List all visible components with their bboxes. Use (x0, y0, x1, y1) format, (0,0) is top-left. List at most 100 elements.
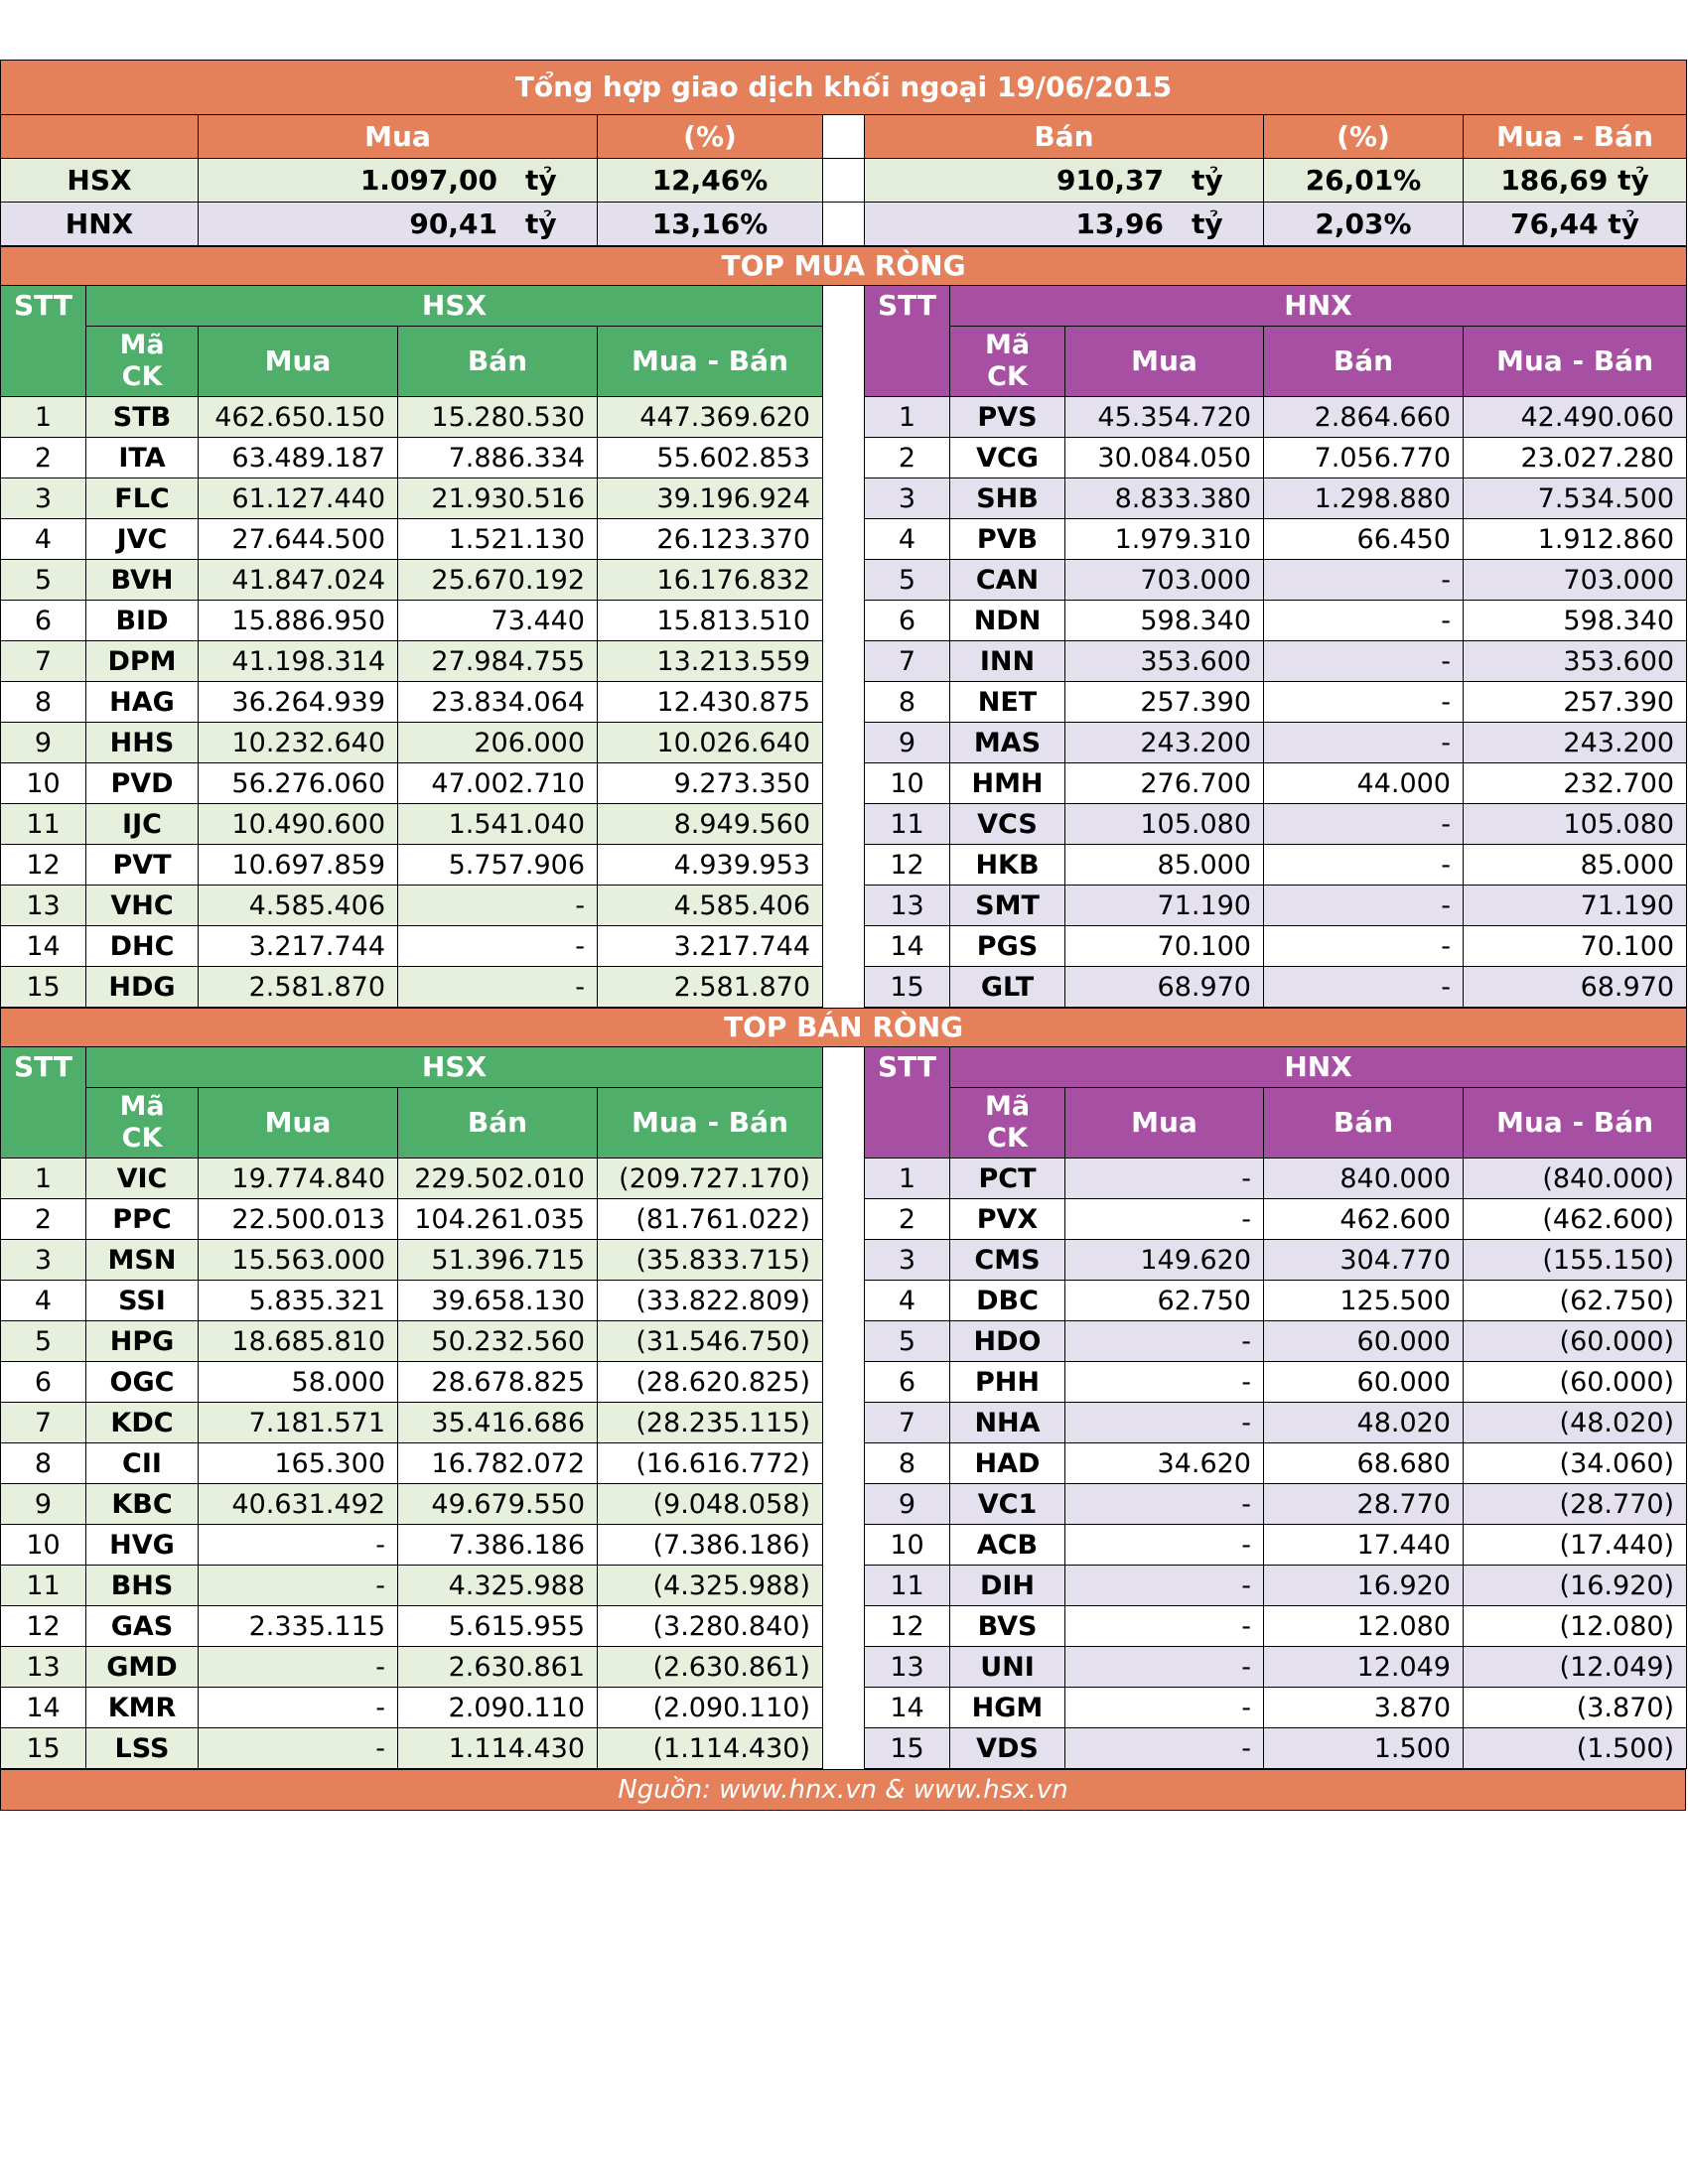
hnx-row-buy: 703.000 (1064, 559, 1264, 601)
column-gap (822, 1565, 865, 1606)
summary-gap (822, 202, 865, 246)
hnx-row-stt: 9 (864, 722, 950, 763)
hsx-row-buy: 15.886.950 (198, 600, 398, 641)
hsx-row-buy: 18.685.810 (198, 1320, 398, 1362)
hnx-row-sell: 44.000 (1263, 762, 1464, 804)
hsx-row-stt: 11 (0, 803, 86, 845)
table-row: 12 GAS 2.335.115 5.615.955 (3.280.840) 12 BVS -… (0, 1605, 1688, 1647)
hnx-row-ticker: SHB (949, 478, 1065, 519)
hsx-row-net: (1.114.430) (597, 1727, 823, 1769)
hsx-row-buy: - (198, 1687, 398, 1728)
hsx-row-sell: 28.678.825 (397, 1361, 598, 1403)
hnx-row-sell: 3.870 (1263, 1687, 1464, 1728)
hnx-row-sell: 60.000 (1263, 1361, 1464, 1403)
hnx-row-sell: - (1263, 559, 1464, 601)
hsx-row-stt: 3 (0, 1239, 86, 1281)
column-gap (822, 1361, 865, 1403)
table-row: 4 JVC 27.644.500 1.521.130 26.123.370 4 PVB 1.9… (0, 518, 1688, 560)
hsx-row-buy: 10.697.859 (198, 844, 398, 886)
hsx-row-stt: 10 (0, 1524, 86, 1566)
unit-label: tỷ (1192, 163, 1223, 197)
hnx-row-stt: 11 (864, 1565, 950, 1606)
column-gap (822, 518, 865, 560)
hnx-row-net: (60.000) (1462, 1361, 1688, 1403)
column-net: Mua - Bán (597, 326, 823, 397)
summary-buy-value: 1.097,00 (359, 163, 497, 197)
hsx-row-stt: 12 (0, 1605, 86, 1647)
hsx-row-ticker: DHC (85, 925, 199, 967)
hnx-row-buy: 70.100 (1064, 925, 1264, 967)
hnx-row-net: (48.020) (1462, 1402, 1688, 1443)
hsx-row-stt: 12 (0, 844, 86, 886)
hnx-row-sell: - (1263, 885, 1464, 926)
hnx-row-stt: 15 (864, 966, 950, 1008)
hnx-row-stt: 11 (864, 803, 950, 845)
hnx-row-stt: 8 (864, 681, 950, 723)
hsx-row-buy: 7.181.571 (198, 1402, 398, 1443)
hnx-row-stt: 5 (864, 559, 950, 601)
summary-sell: 910,37 tỷ (864, 158, 1264, 203)
hnx-row-sell: 48.020 (1263, 1402, 1464, 1443)
column-ticker-line1: Mã (984, 1090, 1031, 1122)
hnx-row-buy: 598.340 (1064, 600, 1264, 641)
hsx-row-buy: 2.581.870 (198, 966, 398, 1008)
table-row: 1 STB 462.650.150 15.280.530 447.369.620 1 PVS… (0, 396, 1688, 438)
hsx-row-sell: 1.521.130 (397, 518, 598, 560)
hsx-row-ticker: FLC (85, 478, 199, 519)
column-gap (822, 1046, 865, 1159)
table-row: 5 HPG 18.685.810 50.232.560 (31.546.750) 5 HDO… (0, 1320, 1688, 1362)
hnx-row-net: 23.027.280 (1462, 437, 1688, 478)
hnx-row-buy: - (1064, 1565, 1264, 1606)
hnx-row-ticker: HGM (949, 1687, 1065, 1728)
hsx-row-sell: 16.782.072 (397, 1442, 598, 1484)
column-ticker: Mã CK (85, 1087, 199, 1159)
hnx-row-buy: - (1064, 1402, 1264, 1443)
hnx-row-stt: 14 (864, 925, 950, 967)
hsx-row-sell: - (397, 966, 598, 1008)
hsx-row-stt: 15 (0, 1727, 86, 1769)
hnx-row-net: (28.770) (1462, 1483, 1688, 1525)
hsx-row-net: (9.048.058) (597, 1483, 823, 1525)
hsx-row-net: (209.727.170) (597, 1158, 823, 1199)
hnx-row-ticker: NDN (949, 600, 1065, 641)
column-net: Mua - Bán (1462, 1087, 1688, 1159)
hnx-row-ticker: CAN (949, 559, 1065, 601)
column-gap (822, 1280, 865, 1321)
column-gap (822, 925, 865, 967)
column-gap (822, 285, 865, 397)
column-gap (822, 1402, 865, 1443)
hsx-row-stt: 11 (0, 1565, 86, 1606)
hnx-row-buy: 105.080 (1064, 803, 1264, 845)
top-sell-table: TOP BÁN RÒNG STT HSX STT HNX Mã CK Mua Bá… (0, 1008, 1688, 1769)
hsx-row-ticker: KDC (85, 1402, 199, 1443)
column-sell: Bán (397, 326, 598, 397)
table-row: 10 PVD 56.276.060 47.002.710 9.273.350 10 HMH 2… (0, 762, 1688, 804)
hsx-row-net: 8.949.560 (597, 803, 823, 845)
hsx-row-stt: 2 (0, 1198, 86, 1240)
summary-header-net: Mua - Bán (1463, 114, 1687, 159)
hnx-row-ticker: DBC (949, 1280, 1065, 1321)
hnx-row-ticker: VCS (949, 803, 1065, 845)
hsx-row-sell: 47.002.710 (397, 762, 598, 804)
hnx-row-net: 703.000 (1462, 559, 1688, 601)
hsx-row-sell: 7.886.334 (397, 437, 598, 478)
hsx-row-stt: 6 (0, 1361, 86, 1403)
hnx-row-net: (3.870) (1462, 1687, 1688, 1728)
hnx-row-buy: - (1064, 1483, 1264, 1525)
hsx-row-buy: 462.650.150 (198, 396, 398, 438)
hsx-row-stt: 9 (0, 1483, 86, 1525)
hsx-row-net: 55.602.853 (597, 437, 823, 478)
hnx-row-sell: 66.450 (1263, 518, 1464, 560)
hsx-row-net: 2.581.870 (597, 966, 823, 1008)
hsx-row-ticker: HAG (85, 681, 199, 723)
hsx-row-buy: 27.644.500 (198, 518, 398, 560)
hsx-row-ticker: HHS (85, 722, 199, 763)
column-buy: Mua (198, 1087, 398, 1159)
hsx-row-stt: 8 (0, 681, 86, 723)
hsx-row-stt: 14 (0, 1687, 86, 1728)
hsx-row-sell: - (397, 885, 598, 926)
summary-gap (822, 114, 865, 159)
column-gap (822, 762, 865, 804)
summary-sell-pct: 26,01% (1263, 158, 1464, 203)
source-footer: Nguồn: www.hnx.vn & www.hsx.vn (0, 1769, 1686, 1811)
